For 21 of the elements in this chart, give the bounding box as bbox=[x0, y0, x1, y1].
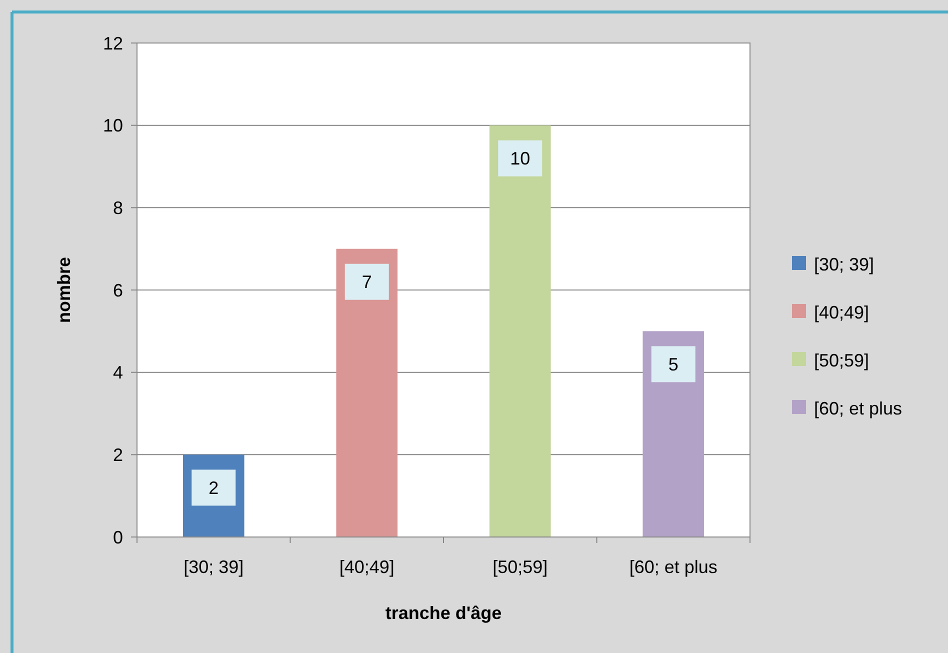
data-label: 7 bbox=[362, 272, 372, 292]
y-tick-label: 10 bbox=[102, 116, 123, 136]
legend-label: [60; et plus bbox=[814, 398, 902, 418]
data-label: 10 bbox=[510, 148, 530, 169]
y-tick-label: 6 bbox=[112, 280, 123, 300]
x-tick-label: [60; et plus bbox=[629, 557, 718, 577]
y-tick-label: 12 bbox=[102, 33, 123, 54]
x-tick-label: [30; 39] bbox=[184, 557, 244, 577]
y-tick-label: 0 bbox=[112, 527, 123, 548]
y-tick-label: 2 bbox=[112, 444, 123, 465]
legend-label: [30; 39] bbox=[814, 254, 874, 274]
data-label: 2 bbox=[208, 478, 219, 498]
y-axis-title: nombre bbox=[54, 256, 74, 324]
data-label: 5 bbox=[668, 354, 678, 374]
x-axis-title: tranche d'âge bbox=[385, 603, 502, 623]
legend-label: [50;59] bbox=[814, 350, 870, 370]
x-tick-label: [50;59] bbox=[492, 557, 548, 577]
legend-label: [40;49] bbox=[814, 302, 870, 322]
x-tick-label: [40;49] bbox=[339, 557, 394, 577]
y-tick-label: 8 bbox=[112, 198, 123, 218]
y-tick-label: 4 bbox=[112, 362, 123, 383]
